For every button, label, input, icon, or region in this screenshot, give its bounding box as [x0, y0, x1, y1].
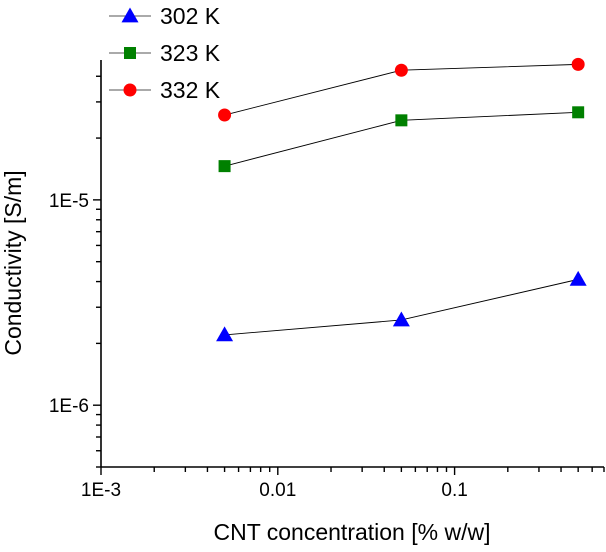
- y-axis-title: Conductivity [S/m]: [0, 170, 26, 355]
- series-332-k: [218, 57, 585, 122]
- data-point: [218, 160, 231, 173]
- y-tick-label: 1E-6: [49, 396, 89, 417]
- legend-label: 332 K: [160, 77, 221, 103]
- legend-item: 323 K: [109, 40, 221, 66]
- y-tick-label: 1E-5: [49, 191, 89, 212]
- x-tick-label: 0.01: [259, 480, 296, 501]
- legend: 302 K 323 K 332 K: [109, 3, 221, 103]
- legend-marker: [124, 47, 136, 59]
- x-tick-label: 0.1: [441, 480, 467, 501]
- legend-item: 302 K: [109, 3, 221, 29]
- series-302-k: [216, 270, 587, 342]
- x-tick-label: 1E-3: [81, 480, 121, 501]
- data-point: [218, 108, 232, 122]
- data-point: [572, 106, 585, 119]
- legend-label: 323 K: [160, 40, 221, 66]
- series-323-k: [218, 106, 585, 173]
- data-point: [571, 57, 585, 71]
- x-axis-title: CNT concentration [% w/w]: [214, 519, 491, 545]
- legend-marker: [121, 7, 139, 23]
- data-point: [394, 63, 408, 77]
- legend-label: 302 K: [160, 3, 221, 29]
- data-point: [392, 311, 410, 327]
- legend-marker: [123, 83, 137, 97]
- legend-item: 332 K: [109, 77, 221, 103]
- data-point: [569, 270, 587, 286]
- axes: 1E-3 0.01 0.1 1E-6 1E-5: [49, 60, 605, 501]
- series-line: [224, 278, 579, 336]
- data-point: [395, 114, 408, 127]
- series-layer: [216, 57, 587, 342]
- data-point: [216, 326, 234, 342]
